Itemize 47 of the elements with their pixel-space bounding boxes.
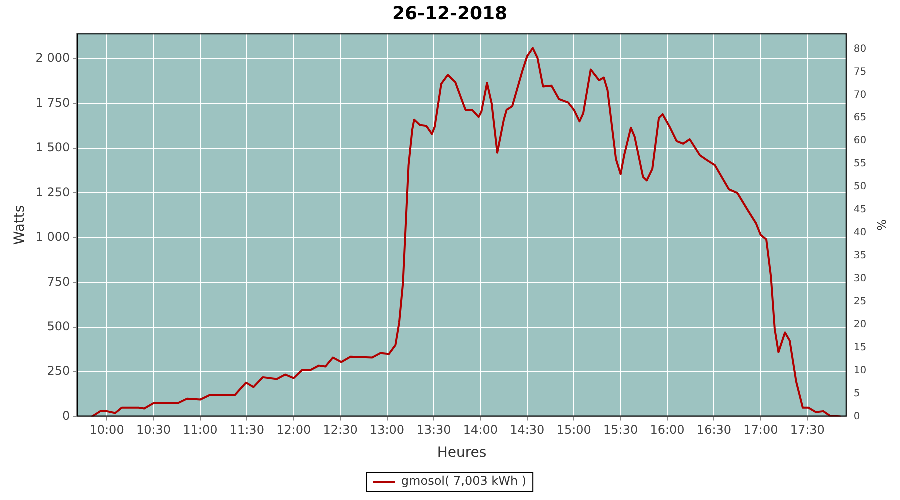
y2-tick-label: 15: [854, 342, 867, 354]
x-tick-label: 12:30: [323, 423, 358, 438]
x-tick-label: 16:30: [696, 423, 732, 438]
y2-tick-label: 60: [854, 136, 867, 147]
y2-tick-label: 45: [854, 204, 867, 216]
y-tick-label: 2 000: [36, 51, 70, 66]
y2-axis-title: %: [874, 219, 889, 231]
x-tick-label: 14:00: [463, 423, 498, 438]
x-tick-label: 16:00: [650, 423, 685, 438]
y-tick-label: 250: [47, 364, 70, 378]
y2-tick-label: 65: [854, 112, 867, 124]
y2-tick-label: 25: [854, 296, 867, 308]
legend-label: gmosol( 7,003 kWh ): [401, 474, 527, 488]
x-tick-label: 10:00: [90, 423, 124, 438]
y-tick-label: 1 750: [36, 96, 70, 110]
y-axis-title: Watts: [12, 205, 28, 246]
y2-tick-label: 0: [854, 411, 860, 422]
y2-tick-label: 10: [854, 365, 867, 376]
x-tick-label: 13:00: [370, 423, 405, 438]
chart-title: 26-12-2018: [392, 3, 508, 24]
y-tick-label: 500: [47, 319, 70, 334]
y2-tick-label: 75: [854, 66, 867, 78]
x-tick-label: 14:30: [510, 423, 545, 438]
x-tick-label: 13:30: [416, 423, 452, 438]
x-tick-label: 11:00: [183, 423, 218, 438]
y2-tick-label: 5: [854, 388, 860, 400]
y-tick-label: 0: [62, 408, 70, 423]
y2-tick-label: 35: [854, 250, 867, 262]
y2-tick-label: 20: [854, 320, 867, 330]
x-tick-label: 10:30: [136, 423, 172, 438]
y-tick-label: 1 250: [36, 185, 70, 200]
y2-tick-label: 80: [854, 44, 867, 55]
y-tick-label: 1 000: [36, 230, 70, 244]
y2-tick-label: 70: [854, 90, 867, 101]
x-axis-title: Heures: [437, 445, 487, 462]
y-tick-label: 1 500: [36, 140, 70, 155]
x-tick-label: 12:00: [276, 423, 312, 438]
x-tick-label: 17:30: [790, 423, 825, 438]
x-tick-label: 11:30: [230, 423, 264, 438]
y-tick-label: 750: [47, 274, 70, 289]
x-tick-label: 15:30: [604, 423, 638, 438]
y2-tick-label: 55: [854, 158, 867, 170]
y2-tick-label: 40: [854, 228, 867, 239]
x-tick-label: 17:00: [744, 423, 778, 438]
x-tick-label: 15:00: [556, 423, 592, 438]
y2-tick-label: 50: [854, 182, 867, 193]
y2-tick-label: 30: [854, 274, 867, 285]
